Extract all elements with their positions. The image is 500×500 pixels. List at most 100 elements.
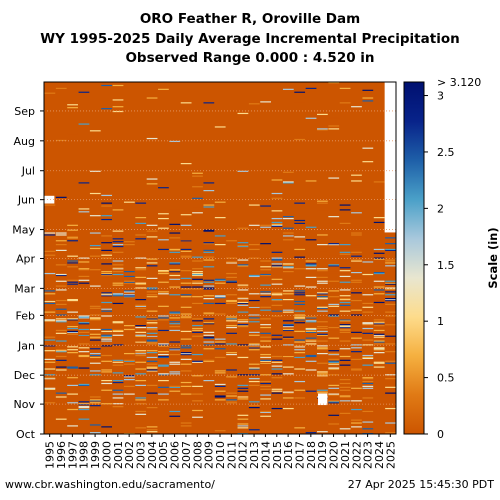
heatmap-cell [101, 84, 113, 87]
heatmap-cell [294, 339, 306, 341]
heatmap-cell [362, 364, 374, 366]
heatmap-cell [55, 321, 67, 323]
heatmap-cell [55, 332, 67, 334]
heatmap-cell [294, 248, 306, 251]
heatmap-cell [44, 319, 56, 321]
heatmap-cell [317, 249, 328, 252]
heatmap-cell [135, 340, 147, 342]
heatmap-cell [294, 389, 306, 391]
heatmap-cell [294, 431, 306, 433]
x-tick-label: 2003 [135, 441, 148, 469]
heatmap-cell [214, 297, 226, 299]
heatmap-cell [260, 224, 271, 226]
heatmap-cell [67, 377, 78, 379]
heatmap-cell [123, 271, 135, 273]
missing-data-gap [44, 195, 55, 204]
colorbar-tick-label: 2 [437, 202, 444, 215]
heatmap-cell [67, 279, 78, 281]
heatmap-cell [339, 326, 351, 329]
heatmap-cell [351, 255, 362, 257]
heatmap-cell [203, 298, 215, 300]
heatmap-cell [328, 290, 340, 292]
heatmap-cell [192, 400, 203, 402]
heatmap-cell [260, 340, 271, 342]
heatmap-cell [101, 338, 113, 340]
heatmap-cell [203, 259, 215, 261]
heatmap-cell [237, 427, 249, 429]
heatmap-cell [294, 285, 306, 287]
heatmap-cell [271, 338, 283, 340]
heatmap-cell [373, 272, 385, 275]
heatmap-cell [112, 322, 124, 324]
heatmap-cell [282, 282, 294, 284]
heatmap-cell [328, 414, 340, 416]
heatmap-cell [294, 256, 306, 258]
heatmap-cell [248, 346, 260, 348]
heatmap-cell [339, 325, 351, 327]
heatmap-cell [67, 330, 78, 333]
heatmap-cell [226, 292, 237, 294]
heatmap-cell [237, 297, 249, 299]
heatmap-cell [271, 258, 283, 260]
heatmap-cell [101, 273, 113, 276]
heatmap-cell [328, 394, 340, 396]
heatmap-cell [260, 362, 271, 364]
heatmap-cell [67, 266, 78, 268]
heatmap-cell [305, 180, 317, 182]
heatmap-cell [78, 269, 90, 271]
heatmap-cell [226, 281, 237, 283]
heatmap-cell [158, 239, 169, 241]
heatmap-cell [146, 356, 158, 359]
heatmap-cell [112, 230, 124, 232]
heatmap-cell [78, 351, 90, 353]
heatmap-cell [180, 353, 192, 356]
heatmap-cell [373, 361, 385, 363]
heatmap-cell [44, 339, 56, 341]
heatmap-cell [226, 299, 237, 302]
heatmap-cell [78, 333, 90, 335]
heatmap-cell [339, 270, 351, 272]
heatmap-cell [351, 369, 362, 371]
heatmap-cell [339, 310, 351, 312]
heatmap-cell [203, 295, 215, 297]
heatmap-cell [271, 355, 283, 358]
heatmap-cell [362, 323, 374, 325]
heatmap-cell [339, 318, 351, 320]
heatmap-cell [78, 390, 90, 392]
heatmap-cell [169, 371, 181, 373]
heatmap-cell [282, 181, 294, 183]
heatmap-cell [123, 360, 135, 362]
heatmap-cell [351, 351, 362, 353]
x-tick-label: 2023 [362, 441, 375, 469]
heatmap-cell [158, 271, 169, 273]
heatmap-cell [339, 102, 351, 104]
heatmap-cell [180, 270, 192, 272]
heatmap-cell [260, 101, 271, 103]
heatmap-cell [226, 262, 237, 264]
heatmap-cell [214, 338, 226, 340]
heatmap-cell [158, 343, 169, 345]
heatmap-cell [146, 431, 158, 433]
heatmap-cell [373, 340, 385, 342]
heatmap-cell [294, 292, 306, 294]
heatmap-cell [248, 349, 260, 351]
heatmap-cell [294, 294, 306, 296]
heatmap-cell [294, 290, 306, 292]
heatmap-cell [260, 306, 271, 308]
heatmap-cell [203, 432, 215, 434]
heatmap-cell [180, 248, 192, 251]
heatmap-cell [44, 377, 56, 379]
heatmap-cell [158, 355, 169, 358]
heatmap-cell [294, 219, 306, 222]
heatmap-cell [89, 130, 101, 132]
heatmap-cell [169, 341, 181, 343]
heatmap-cell [192, 335, 203, 337]
heatmap-cell [203, 344, 215, 346]
heatmap-cell [101, 369, 113, 371]
heatmap-cell [146, 360, 158, 362]
heatmap-cell [339, 298, 351, 300]
heatmap-cell [180, 296, 192, 298]
heatmap-cell [203, 337, 215, 339]
heatmap-cell [214, 295, 226, 297]
heatmap-cell [158, 315, 169, 317]
